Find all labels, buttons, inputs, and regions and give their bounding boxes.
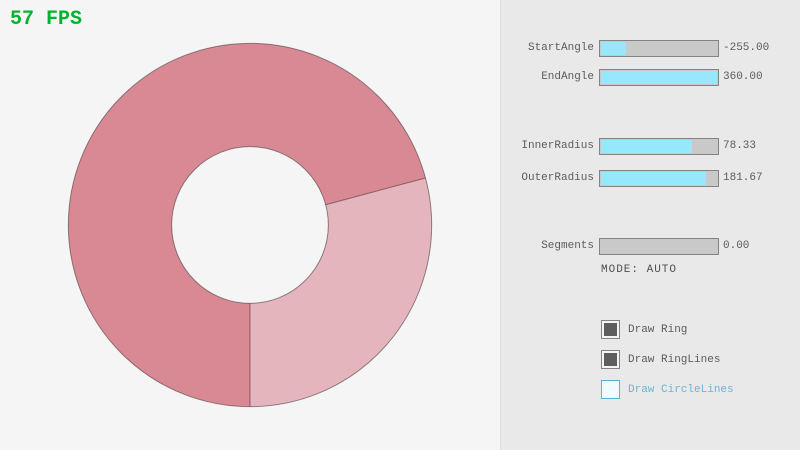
draw-ringlines-checkbox[interactable] bbox=[601, 350, 620, 369]
start-angle-slider[interactable] bbox=[599, 40, 719, 57]
outer-radius-label: OuterRadius bbox=[521, 172, 594, 184]
segments-row: Segments 0.00 bbox=[501, 238, 800, 255]
segments-value: 0.00 bbox=[723, 240, 750, 252]
fps-counter: 57 FPS bbox=[10, 8, 83, 31]
draw-ring-checkbox[interactable] bbox=[601, 320, 620, 339]
inner-radius-label: InnerRadius bbox=[521, 140, 594, 152]
end-angle-slider[interactable] bbox=[599, 69, 719, 86]
mode-label: MODE: AUTO bbox=[601, 264, 678, 276]
draw-ring-label: Draw Ring bbox=[628, 323, 688, 336]
start-angle-label: StartAngle bbox=[527, 42, 594, 54]
controls-panel: StartAngle -255.00 EndAngle 360.00 Inner… bbox=[500, 0, 800, 450]
draw-circlelines-label: Draw CircleLines bbox=[628, 383, 734, 396]
segments-label: Segments bbox=[541, 240, 594, 252]
start-angle-value: -255.00 bbox=[723, 42, 770, 54]
draw-ring-row: Draw Ring bbox=[601, 320, 687, 339]
ring-chart bbox=[67, 42, 433, 408]
draw-circlelines-row: Draw CircleLines bbox=[601, 380, 734, 399]
draw-circlelines-checkbox[interactable] bbox=[601, 380, 620, 399]
inner-radius-row: InnerRadius 78.33 bbox=[501, 138, 800, 155]
outer-radius-slider[interactable] bbox=[599, 170, 719, 187]
inner-radius-value: 78.33 bbox=[723, 140, 757, 152]
end-angle-label: EndAngle bbox=[541, 71, 594, 83]
start-angle-row: StartAngle -255.00 bbox=[501, 40, 800, 57]
slider-fill bbox=[601, 172, 706, 185]
end-angle-value: 360.00 bbox=[723, 71, 763, 83]
outer-radius-value: 181.67 bbox=[723, 172, 763, 184]
outer-radius-row: OuterRadius 181.67 bbox=[501, 170, 800, 187]
inner-radius-slider[interactable] bbox=[599, 138, 719, 155]
draw-ringlines-row: Draw RingLines bbox=[601, 350, 720, 369]
slider-fill bbox=[601, 71, 717, 84]
check-mark bbox=[604, 353, 617, 366]
slider-fill bbox=[601, 42, 626, 55]
check-mark bbox=[604, 323, 617, 336]
draw-ringlines-label: Draw RingLines bbox=[628, 353, 721, 366]
segments-slider[interactable] bbox=[599, 238, 719, 255]
slider-fill bbox=[601, 140, 692, 153]
end-angle-row: EndAngle 360.00 bbox=[501, 69, 800, 86]
